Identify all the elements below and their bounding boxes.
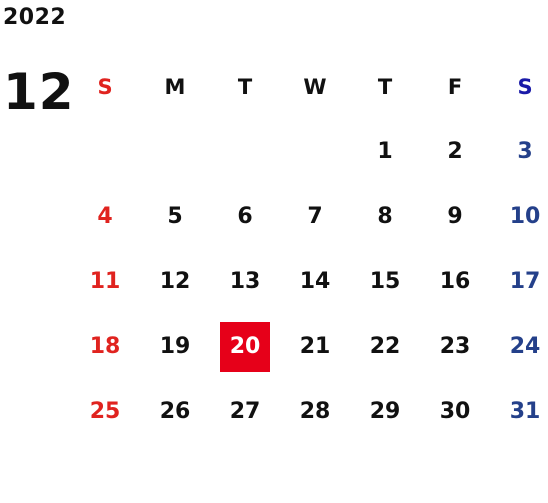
day-cell[interactable]: 5 [167, 204, 183, 229]
day-cell [210, 119, 280, 184]
day-cell[interactable]: 18 [89, 334, 121, 359]
weekday-tue: T [237, 74, 253, 99]
day-cell[interactable]: 21 [299, 334, 331, 359]
day-cell[interactable]: 26 [159, 399, 191, 424]
today-highlight [220, 321, 270, 372]
weekday-sun: S [97, 74, 113, 99]
day-cell[interactable]: 23 [439, 334, 471, 359]
day-cell[interactable]: 12 [159, 269, 191, 294]
day-cell[interactable]: 10 [509, 204, 541, 229]
day-cell[interactable]: 24 [509, 334, 541, 359]
day-cell[interactable]: 16 [439, 269, 471, 294]
day-cell[interactable]: 22 [369, 334, 401, 359]
weekday-mon: M [164, 74, 186, 99]
day-cell[interactable]: 6 [237, 204, 253, 229]
day-cell[interactable]: 28 [299, 399, 331, 424]
weekday-sat: S [517, 74, 533, 99]
weekday-wed: W [303, 74, 327, 99]
day-cell[interactable]: 31 [509, 399, 541, 424]
day-cell[interactable]: 11 [89, 269, 121, 294]
day-cell[interactable]: 19 [159, 334, 191, 359]
day-cell[interactable]: 25 [89, 399, 121, 424]
day-cell[interactable]: 2 [447, 139, 463, 164]
day-cell[interactable]: 14 [299, 269, 331, 294]
day-cell[interactable]: 9 [447, 204, 463, 229]
day-cell[interactable]: 3 [517, 139, 533, 164]
weekday-thu: T [377, 74, 393, 99]
day-cell[interactable]: 27 [229, 399, 261, 424]
day-cell[interactable]: 30 [439, 399, 471, 424]
day-cell[interactable]: 8 [377, 204, 393, 229]
weekday-fri: F [447, 74, 463, 99]
day-cell[interactable]: 4 [97, 204, 113, 229]
day-cell [70, 119, 140, 184]
year-label: 2022 [3, 5, 67, 30]
day-cell[interactable]: 29 [369, 399, 401, 424]
day-cell[interactable]: 17 [509, 269, 541, 294]
day-cell[interactable]: 15 [369, 269, 401, 294]
day-cell[interactable]: 13 [229, 269, 261, 294]
day-cell [280, 119, 350, 184]
day-cell [140, 119, 210, 184]
today-day-cell[interactable]: 20 [210, 314, 280, 379]
day-cell[interactable]: 1 [377, 139, 393, 164]
day-cell[interactable]: 7 [307, 204, 323, 229]
month-label: 12 [3, 63, 75, 121]
calendar-grid: S M T W T F S 1 2 3 4 5 6 7 8 9 10 11 12… [70, 54, 548, 444]
